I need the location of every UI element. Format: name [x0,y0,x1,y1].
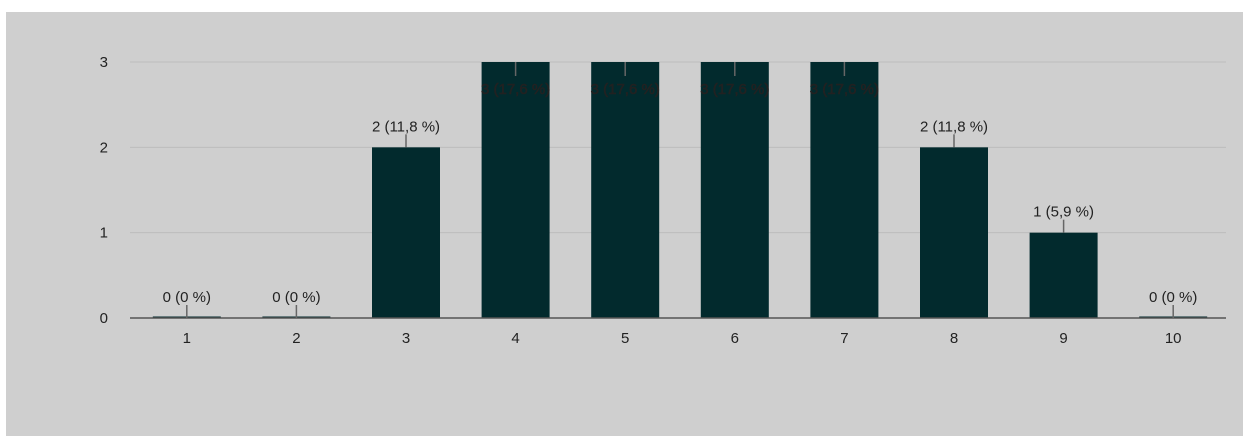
x-tick-label: 1 [183,330,191,347]
y-tick-label: 1 [100,225,108,242]
x-tick-label: 8 [950,330,958,347]
bar [481,62,550,318]
label-connectors [186,62,1174,318]
x-tick-label: 3 [402,330,410,347]
data-label: 3 (17,6 %) [700,81,769,98]
data-label: 0 (0 %) [163,289,211,306]
x-tick-label: 2 [292,330,300,347]
bars [152,62,1208,318]
data-label: 2 (11,8 %) [920,118,988,135]
data-label: 1 (5,9 %) [1033,204,1094,221]
bar [1029,232,1098,318]
data-label: 0 (0 %) [1149,289,1197,306]
x-tick-label: 4 [511,330,519,347]
bar [920,147,988,318]
data-labels: 0 (0 %) 0 (0 %) 2 (11,8 %) 3 (17,6 %) 3 … [163,81,1198,306]
y-tick-label: 2 [100,139,108,156]
x-tick-label: 10 [1165,330,1182,347]
y-tick-label: 0 [100,310,108,327]
x-tick-label: 7 [840,330,848,347]
x-tick-label: 6 [731,330,739,347]
data-label: 3 (17,6 %) [591,81,660,98]
data-label: 3 (17,6 %) [481,81,550,98]
data-label: 0 (0 %) [272,289,320,306]
x-tick-label: 5 [621,330,629,347]
bar [372,147,440,318]
y-tick-label: 3 [100,54,108,71]
bar [810,62,879,318]
data-label: 3 (17,6 %) [810,81,879,98]
data-label: 2 (11,8 %) [372,118,440,135]
bar [700,62,769,318]
x-tick-label: 9 [1059,330,1067,347]
bar [591,62,660,318]
y-tick-labels: 0 1 2 3 [100,54,108,327]
x-tick-labels: 1 2 3 4 5 6 7 8 9 10 [183,330,1182,347]
